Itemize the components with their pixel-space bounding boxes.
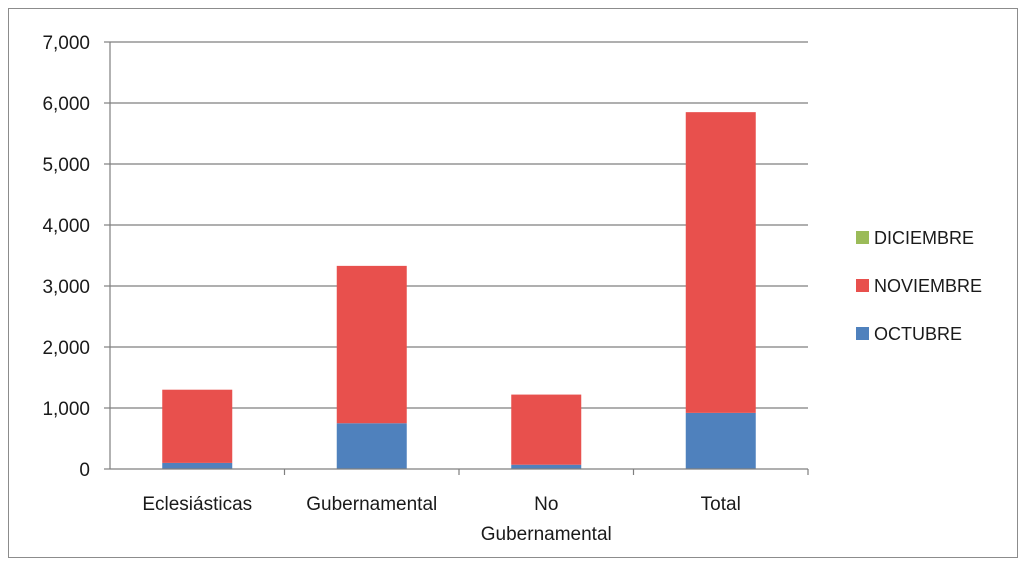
legend-label-noviembre: NOVIEMBRE — [874, 276, 982, 296]
axes — [104, 41, 809, 475]
x-tick-label: Total — [701, 494, 741, 515]
bars — [162, 112, 756, 469]
x-tick-label: Eclesiásticas — [142, 494, 252, 515]
bar-octubre-2 — [511, 464, 582, 469]
bar-octubre-3 — [685, 412, 756, 469]
bar-noviembre-0 — [162, 389, 233, 463]
x-axis-tick-labels: Eclesiásticas Gubernamental No Gubernamenta… — [142, 494, 740, 545]
bar-octubre-0 — [162, 462, 233, 469]
y-tick-label: 4,000 — [42, 216, 90, 237]
y-tick-label: 7,000 — [42, 33, 90, 54]
legend-swatch-noviembre — [856, 279, 869, 292]
legend: DICIEMBRE NOVIEMBRE OCTUBRE — [856, 228, 982, 344]
legend-label-octubre: OCTUBRE — [874, 324, 962, 344]
y-tick-label: 5,000 — [42, 155, 90, 176]
y-tick-label: 0 — [79, 460, 90, 481]
bar-octubre-1 — [336, 423, 407, 469]
y-tick-label: 3,000 — [42, 277, 90, 298]
y-tick-label: 2,000 — [42, 338, 90, 359]
bar-noviembre-1 — [336, 265, 407, 424]
legend-swatch-octubre — [856, 327, 869, 340]
y-tick-label: 6,000 — [42, 94, 90, 115]
x-tick-label: Gubernamental — [481, 524, 612, 545]
y-tick-label: 1,000 — [42, 399, 90, 420]
y-axis-tick-labels: 0 1,000 2,000 3,000 4,000 5,000 6,000 7,000 — [42, 33, 90, 481]
bar-noviembre-2 — [511, 394, 582, 465]
x-tick-label: No — [534, 494, 558, 515]
bar-noviembre-3 — [685, 112, 756, 413]
legend-swatch-diciembre — [856, 231, 869, 244]
x-tick-label: Gubernamental — [306, 494, 437, 515]
legend-label-diciembre: DICIEMBRE — [874, 228, 974, 248]
